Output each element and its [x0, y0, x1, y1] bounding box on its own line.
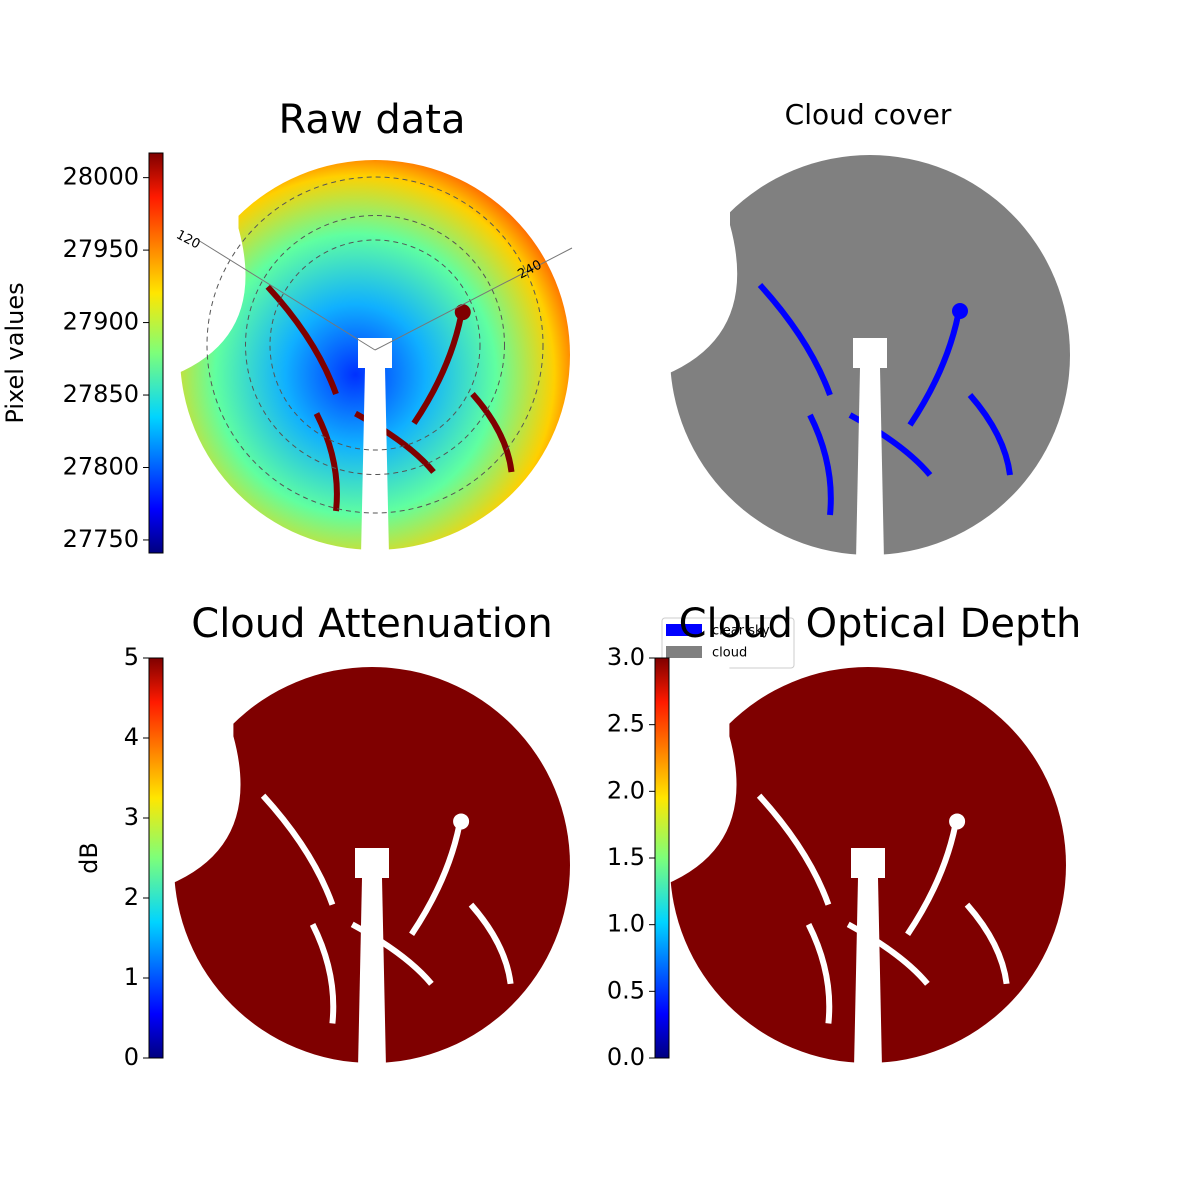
colorbar-tick-label: 2.0: [607, 776, 645, 804]
sky-feature: [260, 793, 336, 906]
colorbar: [148, 152, 164, 554]
colorbar-tick-label: 4: [124, 723, 139, 751]
sky-feature: [949, 813, 966, 830]
sky-feature: [967, 393, 1013, 476]
colorbar-tick-label: 0: [124, 1043, 139, 1071]
colorbar-tick-label: 27800: [63, 452, 139, 480]
mask: [665, 150, 738, 375]
sky-feature: [807, 413, 834, 516]
panel: Raw data12024027750278002785027900279502…: [1, 97, 575, 555]
polar-ring: [245, 215, 505, 475]
sky-feature: [756, 793, 832, 906]
colorbar-label: dB: [75, 842, 103, 874]
sky-feature: [309, 923, 337, 1024]
panel-title: Cloud Attenuation: [191, 601, 552, 647]
sky-feature: [757, 282, 833, 397]
colorbar-tick-label: 27950: [63, 235, 139, 263]
colorbar: [148, 657, 164, 1059]
colorbar-tick-label: 1.5: [607, 843, 645, 871]
colorbar-tick-label: 5: [124, 643, 139, 671]
panel-title: Cloud Optical Depth: [679, 601, 1082, 647]
colorbar-tick-label: 27900: [63, 308, 139, 336]
panel: Cloud cover clear sky cloud: [661, 98, 1075, 669]
mask: [480, 662, 575, 786]
colorbar-tick-label: 27850: [63, 380, 139, 408]
sky-feature: [454, 304, 471, 321]
mast: [851, 848, 885, 878]
legend-label: clear sky: [712, 624, 770, 639]
mask: [169, 662, 241, 885]
polar-ring: [269, 239, 481, 451]
panel-title: Cloud cover: [785, 98, 952, 131]
polar-spoke: [374, 247, 573, 351]
colorbar-label: Pixel values: [1, 282, 29, 423]
sky-feature: [952, 303, 968, 319]
mask: [175, 155, 246, 375]
colorbar-tick-label: 0.0: [607, 1043, 645, 1071]
legend-swatch: [666, 624, 702, 636]
colorbar-tick-label: 3.0: [607, 643, 645, 671]
panel: Cloud Optical Depth 0.0 0.5 1.0 1.5 2.0 2.5 3.0: [607, 601, 1082, 1071]
mast: [856, 368, 884, 560]
colorbar-tick-label: 0.5: [607, 976, 645, 1004]
colorbar-tick-label: 2: [124, 883, 139, 911]
polar-ring: [206, 176, 544, 514]
panel: Cloud Attenuation 0 1 2 3 4 5 dB: [75, 601, 575, 1071]
mask: [482, 155, 575, 277]
sky-feature: [313, 412, 340, 512]
sky-feature: [468, 902, 514, 985]
legend-label: cloud: [712, 646, 747, 661]
colorbar-tick-label: 28000: [63, 163, 139, 191]
mask: [976, 662, 1071, 786]
sky-feature: [805, 923, 833, 1024]
sky-feature: [265, 284, 339, 396]
colorbar-tick-label: 3: [124, 803, 139, 831]
mask: [665, 662, 737, 885]
sky-feature: [470, 392, 515, 473]
legend-swatch: [666, 646, 702, 658]
mask: [980, 150, 1075, 275]
colorbar-tick-label: 27750: [63, 525, 139, 553]
mast: [355, 848, 389, 878]
colorbar-tick-label: 1.0: [607, 910, 645, 938]
polar-spoke: [197, 239, 376, 351]
mast: [854, 878, 882, 1068]
mast: [853, 338, 887, 368]
colorbar-tick-label: 1: [124, 963, 139, 991]
colorbar-tick-label: 2.5: [607, 710, 645, 738]
colorbar: [654, 657, 670, 1059]
mast: [358, 878, 386, 1068]
mast: [361, 368, 389, 555]
sky-feature: [964, 902, 1010, 985]
panel-title: Raw data: [279, 97, 466, 143]
sky-feature: [453, 813, 470, 830]
